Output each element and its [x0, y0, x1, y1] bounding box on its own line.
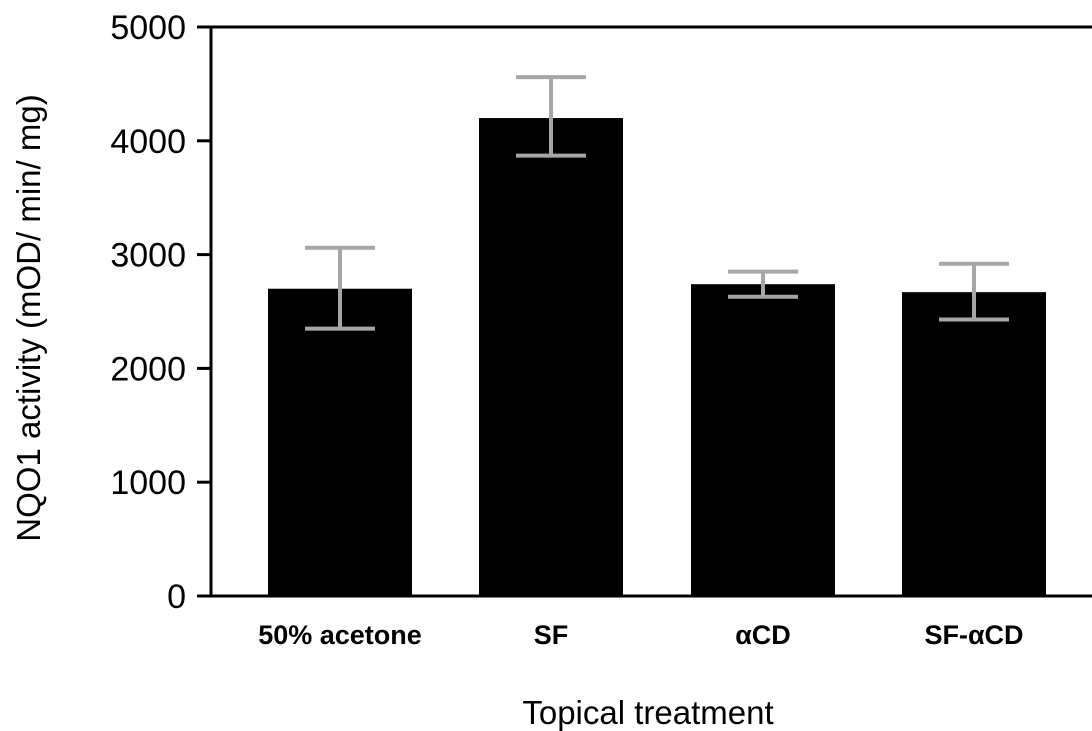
- y-tick-label-0: 0: [167, 578, 186, 616]
- x-tick-label-0: 50% acetone: [258, 620, 422, 650]
- error-bars: [305, 75, 1009, 331]
- y-tick-label-2000: 2000: [110, 350, 186, 388]
- bar-0: [268, 288, 412, 596]
- x-axis-labels: 50% acetone SF αCD SF-αCD: [258, 620, 1023, 650]
- bars: [268, 118, 1046, 596]
- bar-3: [902, 292, 1046, 596]
- y-tick-label-3000: 3000: [110, 237, 186, 275]
- y-tick-label-1000: 1000: [110, 464, 186, 502]
- y-axis-ticks: 0 1000 2000 3000 4000 5000: [110, 9, 211, 616]
- bar-1: [479, 118, 623, 596]
- y-tick-label-5000: 5000: [110, 9, 186, 47]
- y-tick-label-4000: 4000: [110, 123, 186, 161]
- bar-2: [691, 284, 835, 596]
- x-tick-label-3: SF-αCD: [924, 620, 1023, 650]
- x-axis-title: Topical treatment: [522, 694, 773, 731]
- x-tick-label-2: αCD: [735, 620, 791, 650]
- x-tick-label-1: SF: [534, 620, 569, 650]
- y-axis-title: NQO1 activity (mOD/ min/ mg): [10, 94, 47, 541]
